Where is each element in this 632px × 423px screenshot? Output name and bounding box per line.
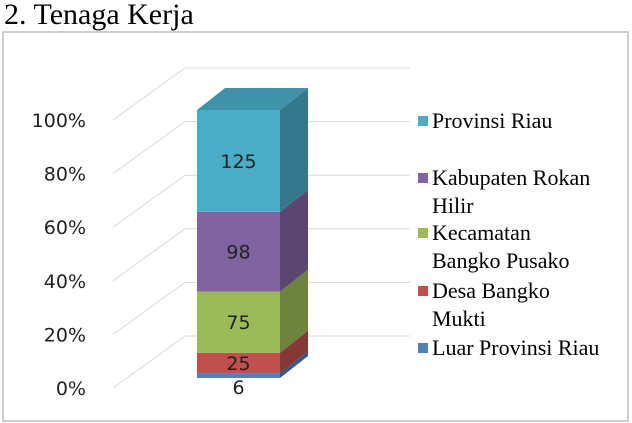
grid-line <box>112 335 410 389</box>
legend-swatch <box>418 173 428 183</box>
heading: 2. Tenaga Kerja <box>4 0 194 31</box>
grid-line <box>112 228 410 282</box>
bar-segment <box>197 110 280 212</box>
bar-top <box>197 88 308 110</box>
legend-line: Mukti <box>432 306 486 331</box>
legend-swatch <box>418 286 428 296</box>
bar-side <box>280 269 308 353</box>
data-label: 98 <box>226 242 250 264</box>
grid-line <box>112 67 410 121</box>
y-tick-label: 40% <box>44 271 86 293</box>
legend-label: Provinsi Riau <box>432 108 552 133</box>
data-label: 125 <box>220 151 256 173</box>
bar-side <box>280 189 308 292</box>
bar-side <box>280 330 308 374</box>
legend-line: Desa Bangko <box>432 278 550 303</box>
data-label: 75 <box>226 312 250 334</box>
y-tick-label: 0% <box>56 378 86 400</box>
bar-segment <box>197 211 280 292</box>
bar-side <box>280 88 308 212</box>
y-tick-label: 20% <box>44 324 86 346</box>
data-label: 6 <box>232 377 244 399</box>
legend-label: Kabupaten Rokan Hilir <box>432 165 590 218</box>
y-tick-label: 60% <box>44 217 86 239</box>
bar-segment <box>197 352 280 374</box>
grid-line <box>112 121 410 175</box>
legend-line: Kabupaten Rokan <box>432 165 590 190</box>
legend-line: Bangko Pusako <box>432 248 570 273</box>
grid-line <box>112 174 410 228</box>
legend-line: Luar Provinsi Riau <box>432 335 599 360</box>
legend-line: Hilir <box>432 193 474 218</box>
legend-label: Luar Provinsi Riau <box>432 335 599 360</box>
legend-line: Provinsi Riau <box>432 108 552 133</box>
bar-side <box>280 351 308 378</box>
legend-label: Desa Bangko Mukti <box>432 278 550 331</box>
legend-label: Kecamatan Bangko Pusako <box>432 220 570 273</box>
legend-swatch <box>418 228 428 238</box>
bar-segment <box>197 373 280 378</box>
y-tick-label: 100% <box>32 110 86 132</box>
y-tick-label: 80% <box>44 164 86 186</box>
legend-swatch <box>418 116 428 126</box>
legend-swatch <box>418 343 428 353</box>
chart-frame <box>2 31 629 422</box>
data-label: 25 <box>226 353 250 375</box>
legend-line: Kecamatan <box>432 220 531 245</box>
bar-segment <box>197 291 280 353</box>
grid-line <box>112 281 410 335</box>
